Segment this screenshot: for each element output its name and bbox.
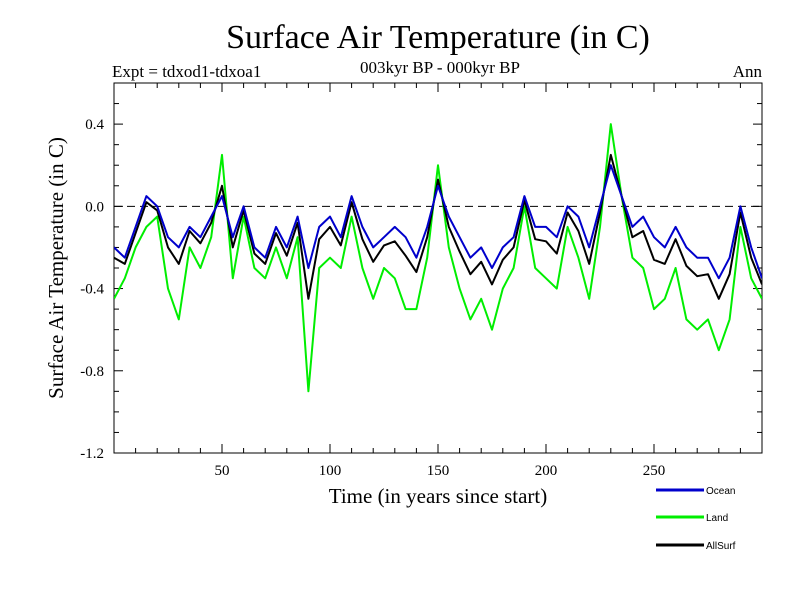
series-line-allsurf	[114, 153, 762, 300]
x-tick-label: 50	[215, 463, 230, 479]
legend: Ocean Land AllSurf	[656, 486, 736, 552]
series-line-ocean	[114, 164, 762, 280]
season-label: Ann	[733, 62, 763, 81]
x-tick-label: 200	[535, 463, 558, 479]
y-tick-label: -1.2	[80, 446, 104, 462]
y-tick-label: 0.0	[85, 199, 104, 215]
legend-label-ocean: Ocean	[706, 486, 735, 497]
legend-label-land: Land	[706, 513, 728, 524]
x-tick-label: 250	[643, 463, 666, 479]
chart-title: Surface Air Temperature (in C)	[226, 19, 650, 56]
x-axis-label: Time (in years since start)	[329, 484, 548, 508]
legend-label-allsurf: AllSurf	[706, 541, 736, 552]
plot-area: 50 100 150 200 250 0.4 0.0 -0.4 -0.8 -1.2	[80, 82, 763, 479]
y-tick-label: -0.8	[80, 364, 104, 380]
x-tick-label: 100	[319, 463, 342, 479]
x-tick-label: 150	[427, 463, 450, 479]
experiment-label: Expt = tdxod1-tdxoa1	[112, 62, 261, 81]
series-line-land	[114, 123, 762, 393]
chart-subtitle: 003kyr BP - 000kyr BP	[360, 58, 520, 77]
y-tick-label: -0.4	[80, 282, 104, 298]
y-axis-label: Surface Air Temperature (in C)	[44, 137, 68, 399]
y-tick-label: 0.4	[85, 117, 104, 133]
